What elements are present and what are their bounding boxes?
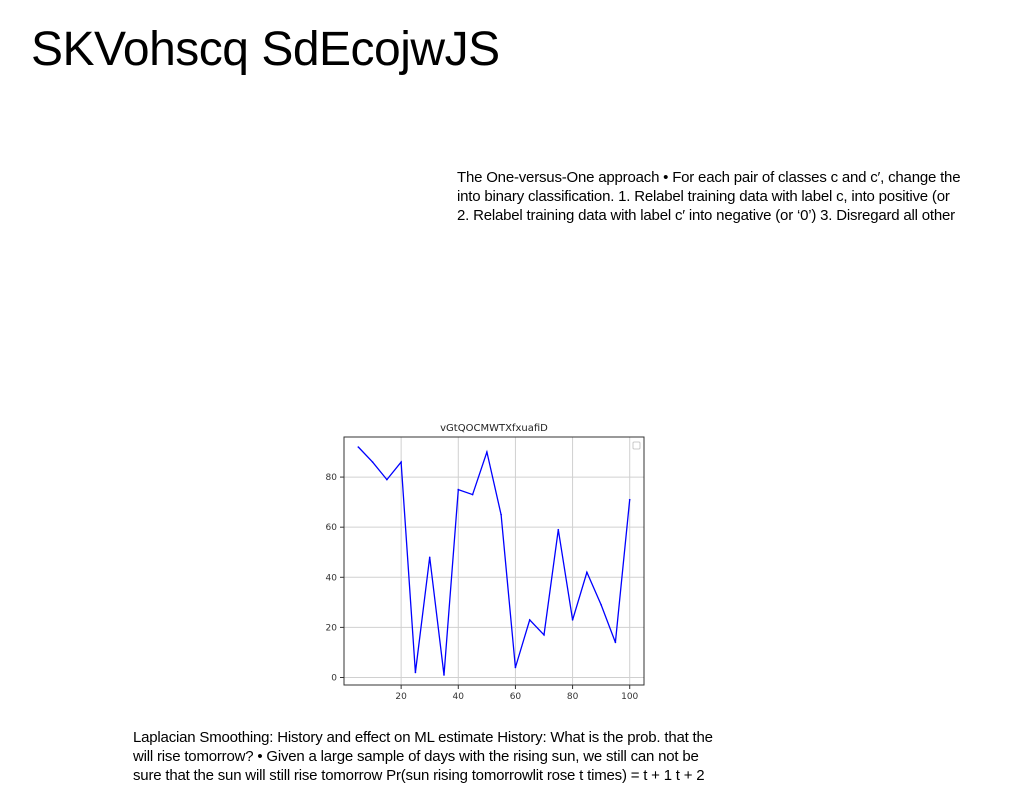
legend-box [632,441,641,450]
series-line [357,446,631,676]
y-tick-label: 40 [326,573,338,583]
data-point [457,488,460,491]
data-point [400,461,402,463]
line-chart: 20 40 60 80 100 0 20 40 60 80 vGtQOCMWTXfxuafiD [300,415,660,705]
paragraph-line: 2. Relabel training data with label c′ i… [457,207,955,224]
data-point [471,493,474,496]
y-tick-label: 80 [326,473,338,483]
data-point [428,556,431,559]
data-point [543,634,545,636]
chart-title: vGtQOCMWTXfxuafiD [440,423,548,434]
paragraph-line: will rise tomorrow? • Given a large samp… [133,748,699,765]
paragraph-one-vs-one: The One-versus-One approach • For each p… [457,168,1024,225]
data-point [557,528,560,531]
data-point [614,641,617,644]
data-point [600,604,602,606]
y-tick-label: 20 [326,623,338,633]
x-tick-label: 100 [621,692,638,702]
plot-frame [343,436,645,686]
paragraph-line: The One-versus-One approach • For each p… [457,169,961,186]
x-tick-label: 60 [510,692,522,702]
data-point [371,461,374,463]
y-tick-label: 0 [331,673,337,683]
data-point [357,446,360,448]
data-point [586,571,588,574]
page-title: SKVohscq SdEcojwJS [31,23,500,76]
data-point [571,619,574,621]
data-point [386,478,388,481]
y-tick-label: 60 [326,523,338,533]
data-point [628,498,631,501]
chart-svg: 20 40 60 80 100 0 20 40 60 80 vGtQOCMWTXfxuafiD [326,423,645,702]
data-point [528,619,531,621]
x-tick-label: 20 [395,692,407,702]
data-point [414,671,417,674]
paragraph-line: Laplacian Smoothing: History and effect … [133,729,713,746]
paragraph-line: into binary classification. 1. Relabel t… [457,188,950,205]
x-tick-label: 80 [567,692,579,702]
data-point [443,674,445,676]
data-point [500,513,502,516]
paragraph-line: sure that the sun will still rise tomorr… [133,767,705,784]
data-point [486,451,488,453]
x-tick-label: 40 [453,692,465,702]
data-point [514,666,517,669]
paragraph-laplacian: Laplacian Smoothing: History and effect … [133,728,793,785]
